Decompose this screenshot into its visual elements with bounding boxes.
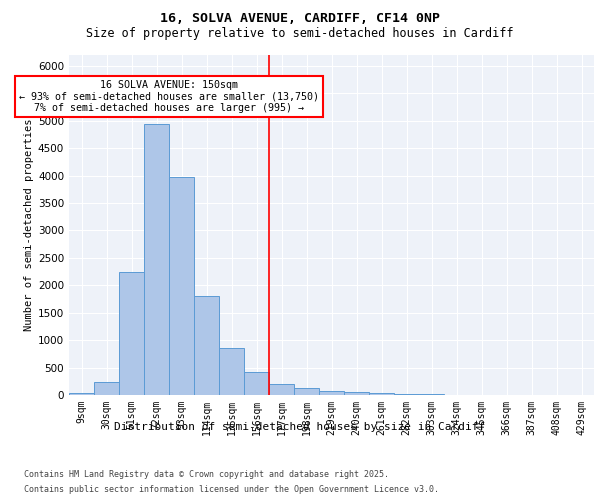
Bar xyxy=(369,393,394,395)
Bar xyxy=(169,176,194,395)
Text: 16, SOLVA AVENUE, CARDIFF, CF14 0NP: 16, SOLVA AVENUE, CARDIFF, CF14 0NP xyxy=(160,12,440,26)
Bar xyxy=(244,372,269,395)
Y-axis label: Number of semi-detached properties: Number of semi-detached properties xyxy=(24,118,34,331)
Bar xyxy=(394,394,419,395)
Bar xyxy=(269,384,294,395)
Bar xyxy=(344,392,369,395)
Text: Contains public sector information licensed under the Open Government Licence v3: Contains public sector information licen… xyxy=(24,485,439,494)
Bar xyxy=(294,388,319,395)
Bar xyxy=(119,272,144,395)
Bar xyxy=(144,124,169,395)
Bar xyxy=(94,382,119,395)
Bar xyxy=(194,296,219,395)
Bar xyxy=(219,348,244,395)
Bar xyxy=(69,394,94,395)
Text: Contains HM Land Registry data © Crown copyright and database right 2025.: Contains HM Land Registry data © Crown c… xyxy=(24,470,389,479)
Bar xyxy=(419,394,444,395)
Text: 16 SOLVA AVENUE: 150sqm
← 93% of semi-detached houses are smaller (13,750)
7% of: 16 SOLVA AVENUE: 150sqm ← 93% of semi-de… xyxy=(19,80,319,113)
Text: Size of property relative to semi-detached houses in Cardiff: Size of property relative to semi-detach… xyxy=(86,28,514,40)
Bar xyxy=(319,391,344,395)
Text: Distribution of semi-detached houses by size in Cardiff: Distribution of semi-detached houses by … xyxy=(115,422,485,432)
